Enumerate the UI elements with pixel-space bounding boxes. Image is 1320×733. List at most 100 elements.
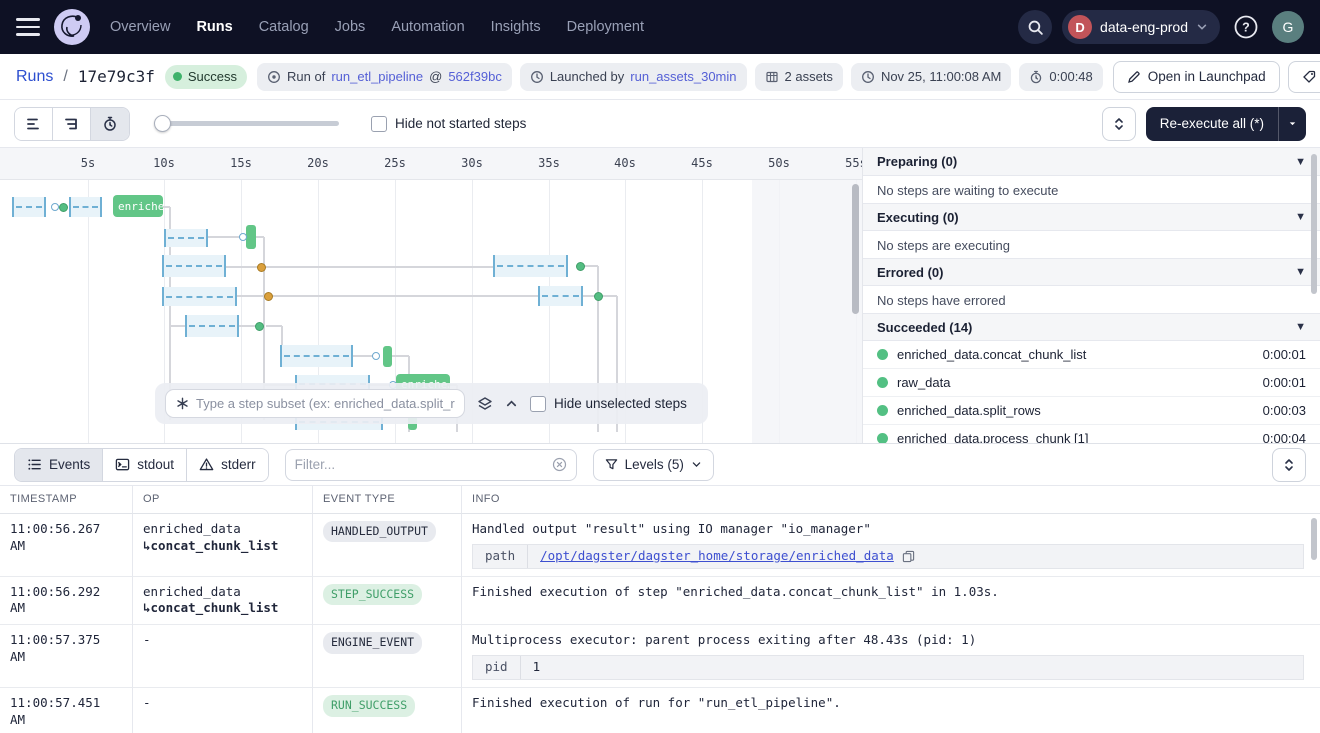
hide-not-started-checkbox[interactable] — [371, 116, 387, 132]
gantt-output-dot[interactable] — [257, 263, 266, 272]
step-subset-input[interactable] — [196, 396, 455, 411]
panel-step-row[interactable]: enriched_data.concat_chunk_list0:00:01 — [863, 341, 1320, 369]
reexecute-dropdown-button[interactable] — [1278, 107, 1306, 141]
breadcrumb-runs-link[interactable]: Runs — [16, 68, 53, 86]
gantt-scrollbar[interactable] — [852, 184, 859, 314]
view-waterfall-button[interactable] — [53, 108, 91, 140]
step-duration: 0:00:03 — [1263, 403, 1306, 418]
help-icon[interactable]: ? — [1230, 11, 1262, 43]
gantt-waiting-bar[interactable] — [280, 345, 353, 367]
gantt-waiting-bar[interactable] — [493, 255, 568, 277]
gantt-success-dot[interactable] — [59, 203, 68, 212]
view-timed-button[interactable] — [91, 108, 129, 140]
log-metadata: path/opt/dagster/dagster_home/storage/en… — [472, 544, 1304, 569]
workspace-switcher[interactable]: D data-eng-prod — [1062, 10, 1220, 44]
run-gantt-section: 5s10s15s20s25s30s35s40s45s50s55s Hide un… — [0, 148, 1320, 444]
nav-item-runs[interactable]: Runs — [196, 19, 232, 35]
tag-link[interactable]: run_assets_30min — [630, 69, 736, 84]
panel-empty-message: No steps are waiting to execute — [863, 176, 1320, 204]
panel-section-header[interactable]: Errored (0)▼ — [863, 258, 1320, 286]
panel-section-header[interactable]: Succeeded (14)▼ — [863, 313, 1320, 341]
user-avatar[interactable]: G — [1272, 11, 1304, 43]
gantt-waiting-bar[interactable] — [185, 315, 239, 337]
open-in-launchpad-button[interactable]: Open in Launchpad — [1113, 61, 1280, 93]
log-row: 11:00:56.267 AMenriched_data↳concat_chun… — [0, 514, 1320, 577]
event-type-badge: HANDLED_OUTPUT — [323, 521, 436, 543]
tag-link[interactable]: 562f39bc — [448, 69, 502, 84]
panel-step-row[interactable]: raw_data0:00:01 — [863, 369, 1320, 397]
log-tab-stderr[interactable]: stderr — [187, 449, 268, 481]
tag-text: Run of — [287, 69, 325, 84]
step-success-dot — [877, 405, 888, 416]
breadcrumb-separator: / — [63, 68, 67, 86]
log-scrollbar[interactable] — [1311, 518, 1317, 560]
panel-step-row[interactable]: enriched_data.split_rows0:00:03 — [863, 397, 1320, 425]
gantt-waiting-bar[interactable] — [162, 287, 237, 306]
tag-link[interactable]: run_etl_pipeline — [331, 69, 423, 84]
nav-item-insights[interactable]: Insights — [491, 19, 541, 35]
log-event-type: HANDLED_OUTPUT — [313, 514, 462, 577]
gantt-step-bar[interactable] — [246, 225, 256, 249]
axis-tick: 10s — [153, 156, 175, 170]
metadata-key: pid — [473, 656, 521, 679]
gantt-start-marker — [51, 203, 59, 211]
axis-tick: 25s — [384, 156, 406, 170]
gantt-waiting-bar[interactable] — [538, 286, 583, 306]
run-id: 17e79c3f — [78, 67, 155, 86]
nav-item-catalog[interactable]: Catalog — [259, 19, 309, 35]
nav-item-jobs[interactable]: Jobs — [335, 19, 366, 35]
tag-text: @ — [429, 69, 442, 84]
hamburger-menu-icon[interactable] — [16, 18, 40, 36]
nav-item-overview[interactable]: Overview — [110, 19, 170, 35]
reexecute-all-button[interactable]: Re-execute all (*) — [1146, 116, 1278, 131]
axis-tick: 35s — [538, 156, 560, 170]
view-flat-button[interactable] — [15, 108, 53, 140]
collapse-subset-bar-icon[interactable] — [505, 397, 518, 410]
status-label: Success — [188, 69, 237, 84]
gantt-start-marker — [372, 352, 380, 360]
log-event-type: RUN_SUCCESS — [313, 688, 462, 733]
log-tab-stdout[interactable]: stdout — [103, 449, 187, 481]
gantt-success-dot[interactable] — [576, 262, 585, 271]
zoom-slider-knob[interactable] — [154, 115, 171, 132]
expand-collapse-button[interactable] — [1102, 107, 1136, 141]
log-row: 11:00:57.451 AM-RUN_SUCCESSFinished exec… — [0, 688, 1320, 733]
gantt-waiting-bar[interactable] — [12, 197, 46, 217]
run-tag: Run of run_etl_pipeline @ 562f39bc — [257, 63, 512, 91]
copy-icon[interactable] — [902, 550, 915, 563]
log-timestamp: 11:00:56.267 AM — [0, 514, 133, 577]
log-info-text: Multiprocess executor: parent process ex… — [472, 632, 1310, 649]
chevron-down-icon — [1196, 21, 1208, 33]
clear-filter-icon[interactable] — [552, 457, 567, 472]
gantt-step-bar[interactable] — [383, 346, 392, 367]
hide-unselected-checkbox[interactable] — [530, 396, 546, 412]
levels-dropdown[interactable]: Levels (5) — [593, 449, 714, 481]
search-icon[interactable] — [1018, 10, 1052, 44]
zoom-slider[interactable] — [156, 121, 339, 126]
grid-icon — [765, 70, 779, 84]
step-success-dot — [877, 349, 888, 360]
gantt-output-dot[interactable] — [264, 292, 273, 301]
gantt-waiting-bar[interactable] — [69, 197, 102, 217]
panel-step-row[interactable]: enriched_data.process_chunk [1]0:00:04 — [863, 425, 1320, 443]
gantt-success-dot[interactable] — [255, 322, 264, 331]
nav-item-deployment[interactable]: Deployment — [567, 19, 644, 35]
panel-scrollbar[interactable] — [1311, 154, 1317, 294]
layers-icon[interactable] — [477, 396, 493, 412]
step-name: raw_data — [897, 375, 950, 390]
panel-section-header[interactable]: Preparing (0)▼ — [863, 148, 1320, 176]
log-tab-events[interactable]: Events — [15, 449, 103, 481]
panel-section-header[interactable]: Executing (0)▼ — [863, 203, 1320, 231]
gantt-waiting-bar[interactable] — [164, 229, 208, 247]
view-tags-config-button[interactable]: View tags and config — [1288, 61, 1320, 93]
nav-item-automation[interactable]: Automation — [391, 19, 464, 35]
dagster-logo[interactable] — [54, 9, 90, 45]
gantt-success-dot[interactable] — [594, 292, 603, 301]
metadata-path-link[interactable]: /opt/dagster/dagster_home/storage/enrich… — [540, 548, 894, 565]
gantt-waiting-bar[interactable] — [162, 255, 226, 277]
step-status-panel: Preparing (0)▼No steps are waiting to ex… — [862, 148, 1320, 443]
log-expand-button[interactable] — [1272, 448, 1306, 482]
axis-tick: 5s — [81, 156, 95, 170]
gantt-step-label-bar[interactable]: enriche… — [113, 195, 163, 217]
log-filter-input[interactable] — [295, 457, 546, 472]
